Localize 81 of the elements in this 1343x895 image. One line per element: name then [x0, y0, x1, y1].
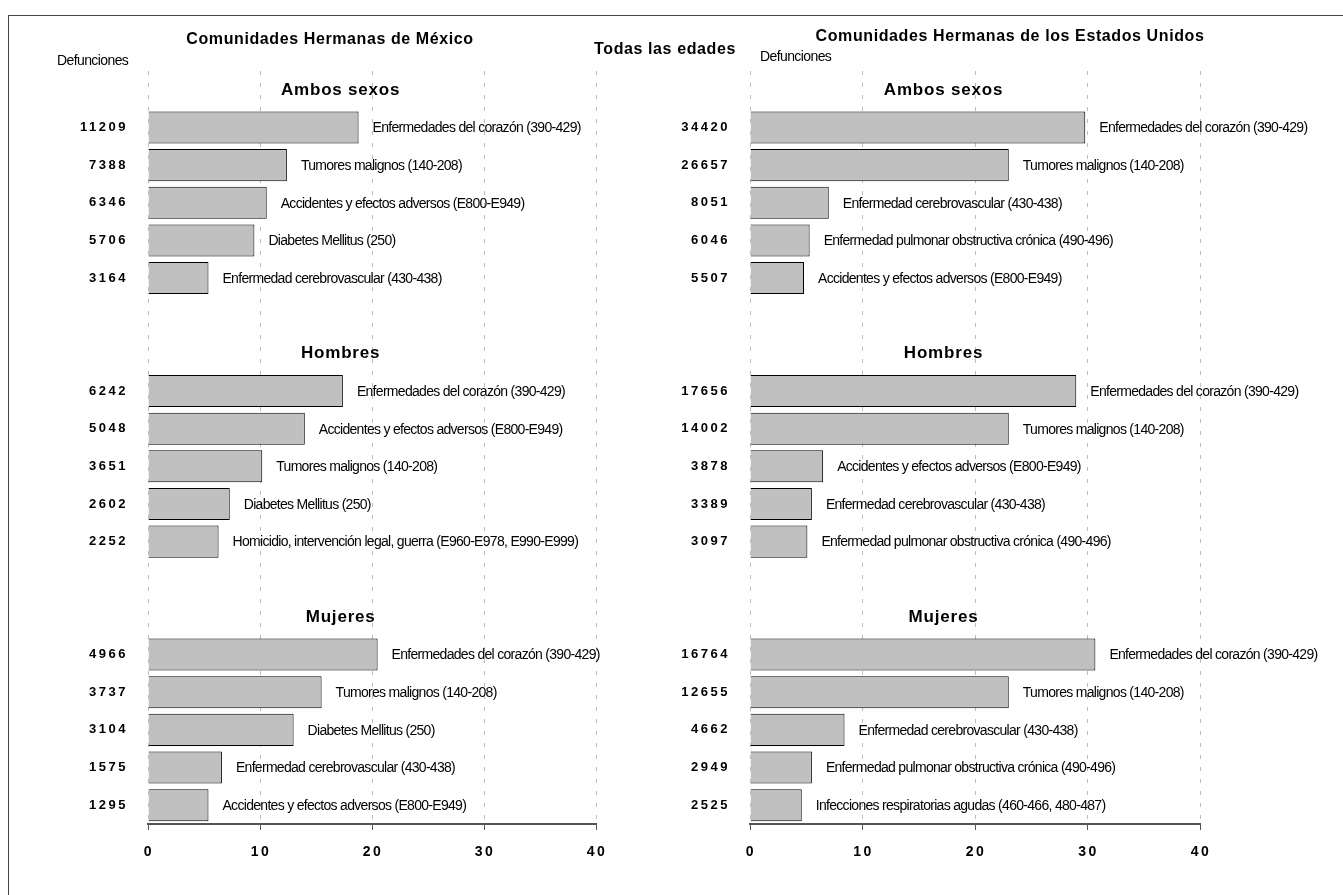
- y-tick-label: 3878: [691, 457, 730, 473]
- y-tick-label: 2949: [691, 759, 730, 775]
- chart-title: Comunidades Hermanas de los Estados Unidos: [815, 27, 1205, 45]
- annotation: Tumores malignos (140-208): [1022, 156, 1184, 173]
- annotation: Accidentes y efectos adversos (E800-E949): [818, 269, 1062, 286]
- annotation: Enfermedad cerebrovascular (430-438): [842, 194, 1062, 211]
- annotation: Enfermedad cerebrovascular (430-438): [222, 269, 442, 286]
- annotation: Enfermedad cerebrovascular (430-438): [858, 721, 1078, 738]
- y-tick-label: 3651: [89, 457, 128, 473]
- y-tick-label: 8051: [691, 194, 730, 210]
- y-tick-label: 2602: [89, 495, 128, 511]
- y-tick-label: 6242: [89, 382, 128, 398]
- annotation: Accidentes y efectos adversos (E800-E949): [280, 194, 525, 211]
- x-tick-label: 10: [853, 842, 874, 859]
- y-axis-title: Defunciones: [760, 48, 832, 64]
- annotation: Enfermedad cerebrovascular (430-438): [235, 759, 456, 776]
- y-tick-label: 6346: [89, 194, 128, 210]
- y-tick-label: 4662: [691, 721, 730, 737]
- annotation: Enfermedades del corazón (390-429): [356, 382, 566, 399]
- y-tick-label: 6046: [691, 232, 730, 247]
- y-tick-label: Ambos sexos: [280, 79, 401, 99]
- annotation: Enfermedades del corazón (390-429): [1099, 119, 1308, 136]
- y-tick-label: 2525: [691, 796, 730, 812]
- annotation: Tumores malignos (140-208): [276, 458, 438, 475]
- chart-title: Comunidades Hermanas de México: [186, 30, 474, 48]
- annotation: Diabetes Mellitus (250): [307, 721, 435, 738]
- annotation: Tumores malignos (140-208): [1022, 420, 1184, 437]
- y-tick-label: 1295: [89, 796, 128, 812]
- y-tick-label: Mujeres: [305, 606, 376, 626]
- y-tick-label: 26657: [681, 156, 730, 172]
- y-tick-label: 5706: [89, 232, 128, 247]
- annotation: Enfermedades del corazón (390-429): [372, 119, 581, 136]
- x-tick-label: 40: [586, 842, 608, 859]
- text: Todas las edades: [594, 40, 736, 58]
- x-tick-label: 30: [474, 842, 496, 859]
- y-tick-label: 7388: [89, 156, 128, 172]
- y-tick-label: 11209: [80, 119, 128, 135]
- annotation: Tumores malignos (140-208): [1022, 684, 1184, 701]
- y-tick-label: 3389: [691, 495, 730, 511]
- annotation: Homicidio, intervención legal, guerra (E960-E978, E990-E999): [232, 533, 579, 550]
- annotation: Accidentes y efectos adversos (E800-E949): [318, 420, 563, 437]
- annotation: Accidentes y efectos adversos (E800-E949): [837, 458, 1081, 475]
- x-tick-label: 0: [745, 842, 757, 859]
- annotation: Enfermedad cerebrovascular (430-438): [825, 495, 1046, 512]
- y-tick-label: 16764: [681, 646, 730, 662]
- annotation: Accidentes y efectos adversos (E800-E949): [222, 797, 467, 814]
- annotation: Enfermedad pulmonar obstructiva crónica (490-496): [823, 232, 1114, 249]
- y-tick-label: 14002: [681, 420, 730, 436]
- x-tick-label: 20: [362, 842, 384, 859]
- y-tick-label: 3097: [691, 533, 730, 549]
- annotation: Enfermedades del corazón (390-429): [391, 646, 600, 663]
- annotation: Enfermedades del corazón (390-429): [1090, 382, 1299, 399]
- y-tick-label: 5507: [691, 269, 730, 285]
- x-tick-label: 0: [143, 842, 155, 859]
- y-tick-label: 1575: [89, 759, 128, 775]
- y-tick-label: 5048: [89, 420, 128, 436]
- annotation: Tumores malignos (140-208): [300, 156, 462, 173]
- y-tick-label: Ambos sexos: [883, 79, 1004, 99]
- y-tick-label: 2252: [89, 533, 128, 549]
- x-tick-label: 30: [1078, 842, 1099, 859]
- y-tick-label: 3737: [89, 683, 128, 699]
- annotation: Diabetes Mellitus (250): [268, 232, 396, 249]
- y-tick-label: Mujeres: [908, 606, 979, 626]
- y-tick-label: Hombres: [300, 343, 381, 363]
- x-tick-label: 10: [250, 842, 272, 859]
- y-tick-label: Hombres: [903, 343, 984, 363]
- y-tick-label: 12655: [681, 683, 730, 699]
- annotation: Enfermedades del corazón (390-429): [1109, 646, 1318, 663]
- annotation: Diabetes Mellitus (250): [243, 495, 371, 512]
- annotation: Enfermedad pulmonar obstructiva crónica (490-496): [821, 533, 1111, 550]
- x-tick-label: 40: [1190, 842, 1212, 859]
- x-tick-label: 20: [965, 842, 987, 859]
- y-tick-label: 4966: [89, 646, 128, 662]
- annotation: Infecciones respiratorias agudas (460-466, 480-487): [815, 797, 1106, 814]
- y-tick-label: 3164: [89, 269, 128, 285]
- y-tick-label: 34420: [681, 119, 730, 135]
- annotation: Tumores malignos (140-208): [335, 684, 497, 701]
- y-tick-label: 3104: [89, 721, 128, 737]
- y-tick-label: 17656: [681, 382, 730, 398]
- annotation: Enfermedad pulmonar obstructiva crónica (490-496): [825, 759, 1116, 776]
- y-axis-title: Defunciones: [57, 52, 129, 68]
